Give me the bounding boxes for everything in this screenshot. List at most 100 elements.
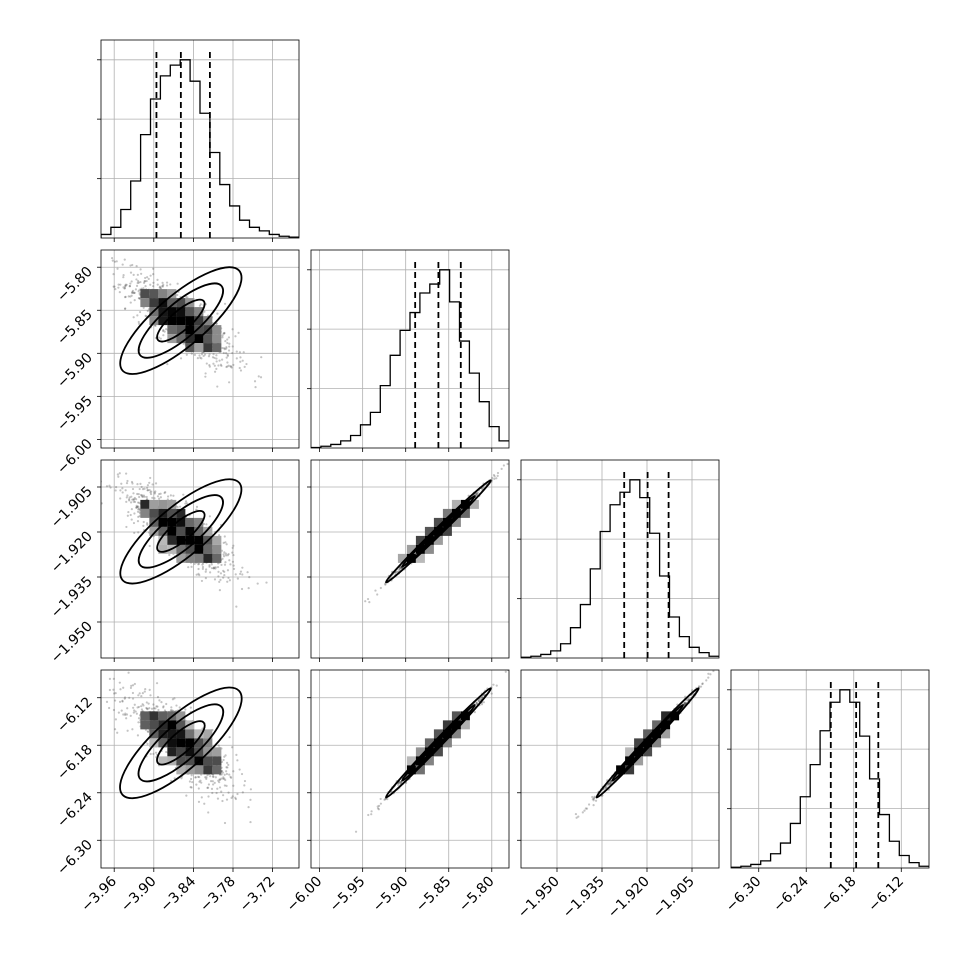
sample-point (218, 580, 221, 583)
contour-0 (156, 510, 206, 553)
sample-point (493, 475, 496, 478)
sample-point (123, 307, 127, 310)
density-cell (167, 325, 177, 335)
sample-point (213, 356, 216, 360)
sample-point (224, 561, 227, 564)
sample-point (204, 372, 207, 375)
sample-point (137, 493, 140, 496)
sample-point (211, 775, 215, 778)
sample-point (157, 336, 160, 339)
sample-point (215, 367, 218, 370)
sample-point (495, 684, 498, 687)
sample-point (133, 512, 136, 515)
sample-point (238, 351, 242, 354)
sample-point (135, 498, 138, 501)
sample-point (149, 274, 152, 277)
sample-point (113, 728, 117, 731)
sample-point (152, 281, 155, 284)
density-cell (185, 307, 195, 317)
density-cell (194, 517, 204, 527)
contour-2 (385, 479, 492, 584)
panel-1-1 (307, 249, 510, 452)
sample-point (118, 472, 121, 475)
sample-point (200, 579, 204, 583)
sample-point (157, 708, 160, 712)
sample-point (108, 677, 112, 680)
sample-point (215, 357, 218, 360)
sample-point (496, 474, 499, 477)
sample-point (135, 264, 138, 268)
scatter-1-0 (110, 256, 263, 389)
sample-point (146, 707, 149, 711)
sample-point (231, 795, 234, 798)
sample-point (205, 523, 208, 526)
sample-point (216, 565, 220, 569)
sample-point (225, 798, 229, 801)
sample-point (184, 708, 187, 711)
sample-point (228, 345, 231, 348)
sample-point (140, 708, 144, 711)
sample-point (226, 338, 229, 341)
sample-point (137, 505, 140, 508)
sample-point (198, 574, 201, 577)
grid-2-2 (521, 460, 719, 658)
sample-point (384, 798, 387, 801)
sample-point (209, 780, 213, 783)
sample-point (399, 566, 402, 569)
sample-point (491, 476, 494, 480)
sample-point (225, 784, 228, 787)
sample-point (179, 505, 182, 508)
sample-point (229, 365, 232, 368)
sample-point (221, 334, 224, 337)
density-cell (158, 307, 168, 317)
sample-point (128, 499, 131, 502)
contour-2 (119, 478, 243, 585)
density-cell (167, 747, 177, 757)
density-cell (140, 298, 150, 308)
y-tick-label: −6.24 (54, 789, 96, 831)
sample-point (138, 511, 141, 514)
density-cell (460, 508, 470, 518)
sample-point (376, 593, 379, 596)
sample-point (224, 339, 227, 343)
sample-point (216, 797, 220, 800)
sample-point (129, 686, 133, 690)
sample-point (146, 489, 149, 492)
sample-point (220, 769, 224, 773)
sample-point (118, 681, 121, 684)
sample-point (204, 375, 207, 378)
sample-point (136, 314, 139, 317)
sample-point (253, 380, 257, 383)
sample-point (231, 351, 234, 355)
density-cell (158, 738, 168, 748)
sample-point (243, 779, 247, 783)
sample-point (477, 700, 480, 703)
sample-point (254, 386, 257, 389)
sample-point (495, 477, 498, 480)
density-cell (185, 316, 195, 326)
sample-point (143, 690, 146, 693)
sample-point (219, 572, 223, 575)
sample-point (222, 776, 225, 779)
panel-1-0: −6.00−5.95−5.90−5.85−5.80 (54, 249, 300, 478)
sample-point (195, 508, 198, 511)
sample-point (123, 258, 126, 261)
density-cell (167, 526, 177, 536)
histogram-0 (101, 59, 299, 238)
sample-point (185, 295, 188, 298)
sample-point (145, 701, 148, 704)
sample-point (260, 356, 263, 359)
density-cell (149, 499, 159, 509)
sample-point (113, 285, 116, 288)
sample-point (197, 563, 200, 566)
sample-point (214, 567, 217, 570)
sample-point (205, 776, 208, 779)
sample-point (108, 706, 111, 710)
sample-point (146, 309, 149, 313)
density-cell (415, 765, 425, 775)
sample-point (475, 492, 478, 495)
sample-point (145, 707, 149, 710)
sample-point (132, 316, 135, 319)
sample-point (135, 506, 138, 509)
density-cell (158, 499, 168, 509)
